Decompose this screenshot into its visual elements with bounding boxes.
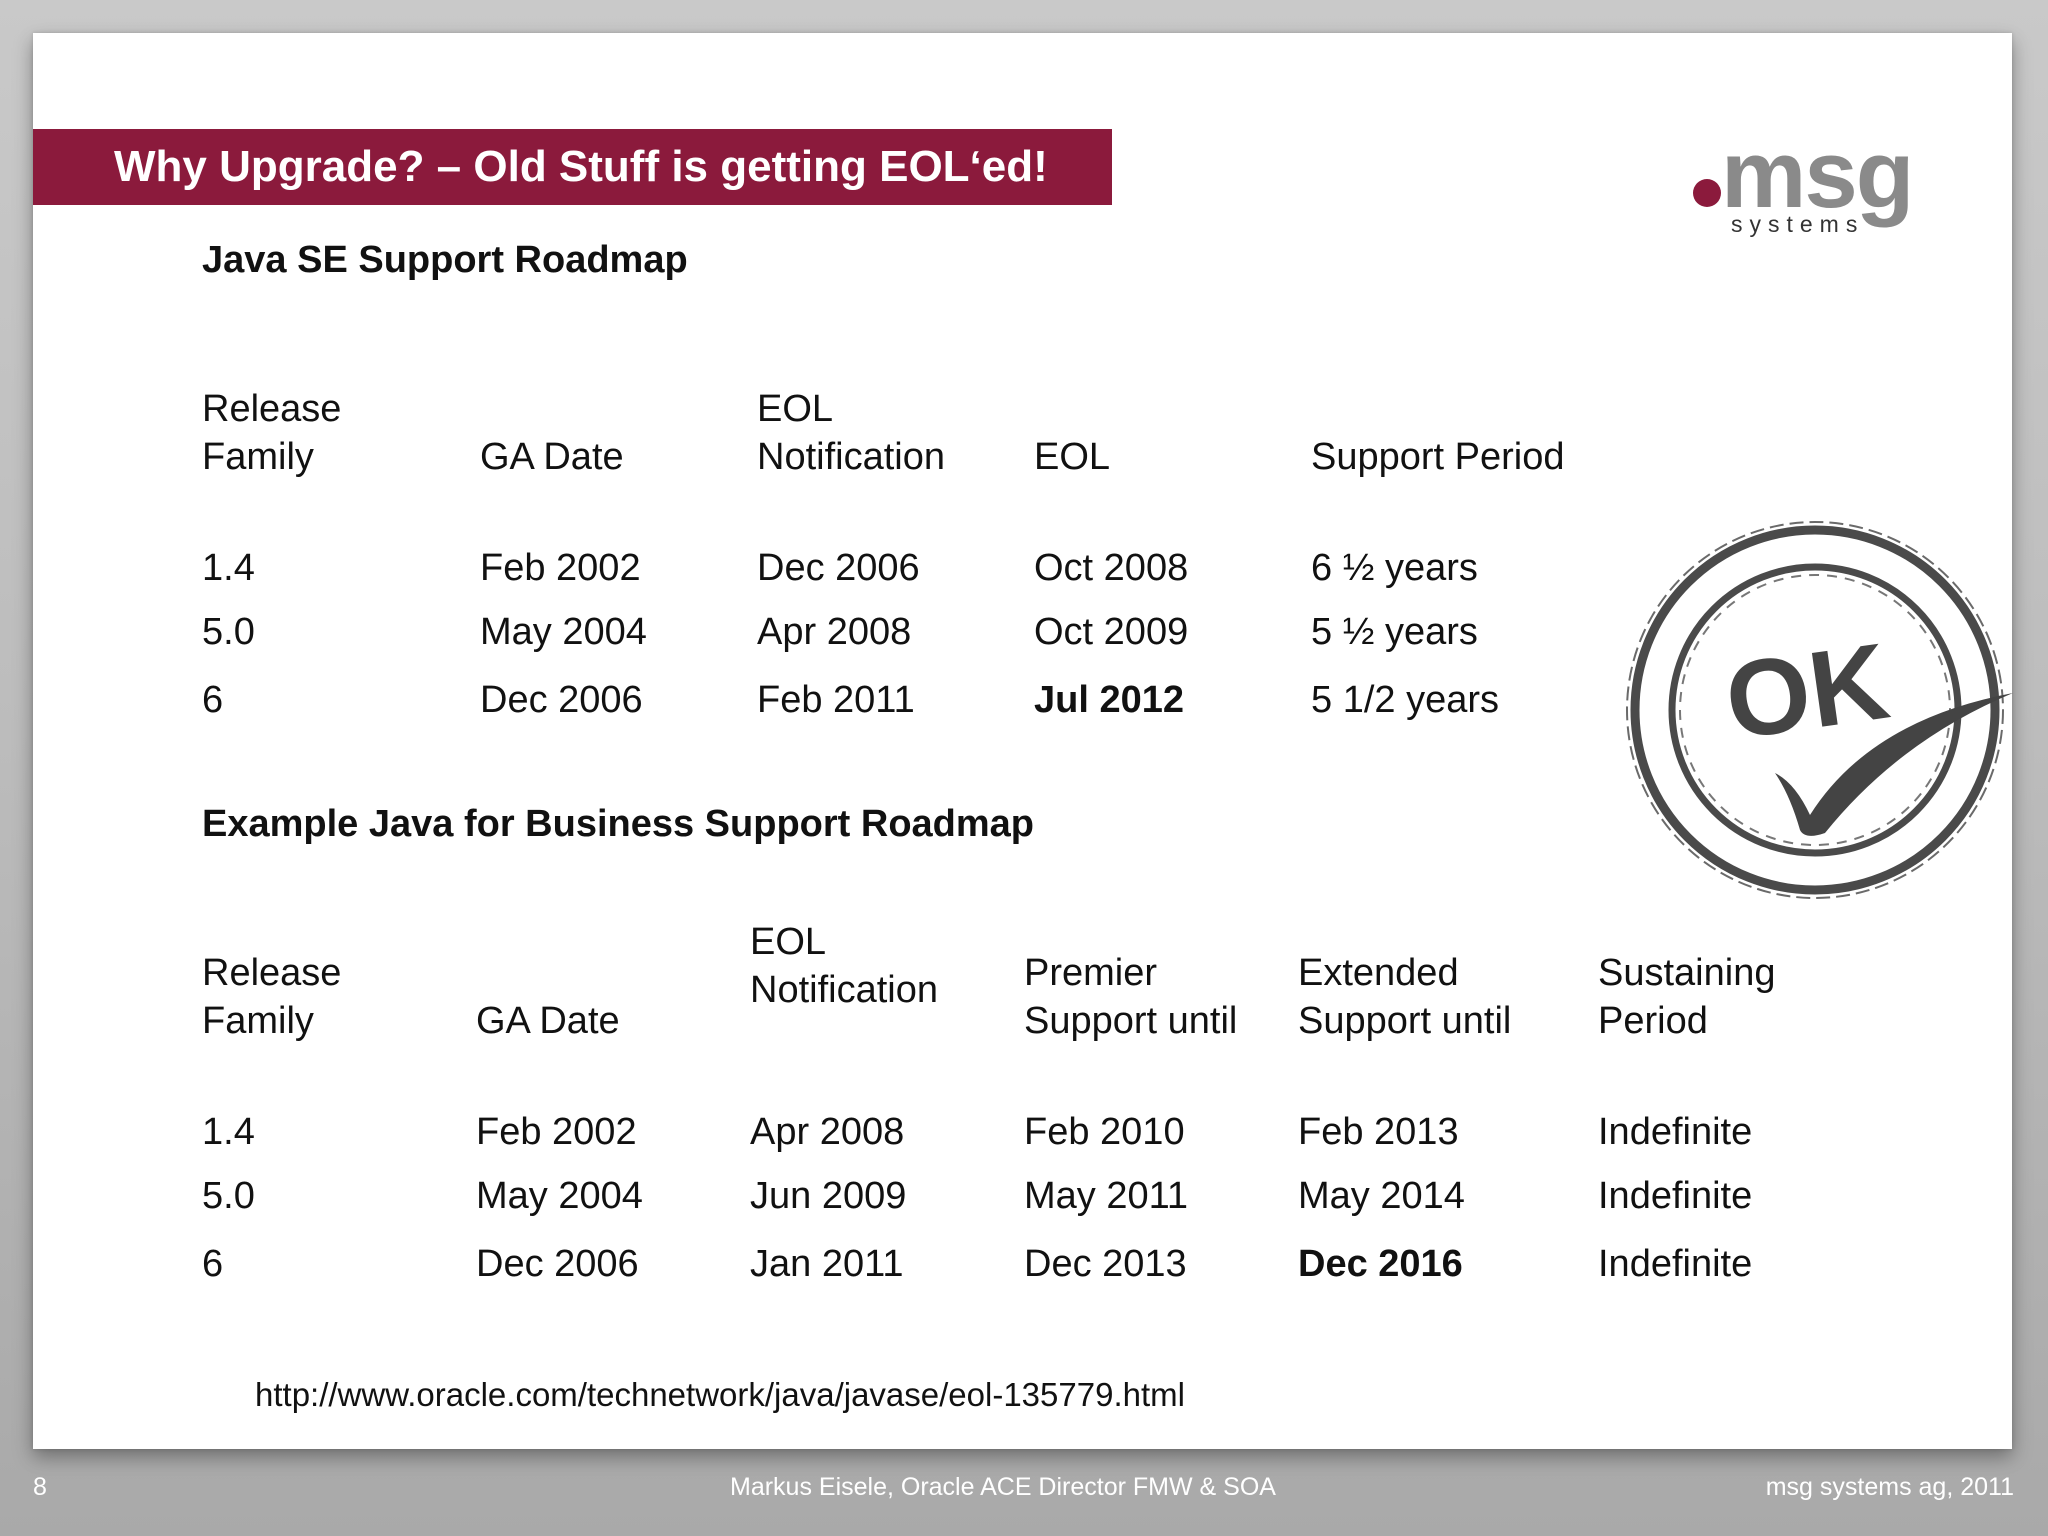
t2-cell: May 2004	[476, 1175, 643, 1217]
t2-cell: Apr 2008	[750, 1111, 905, 1153]
t2-cell: Indefinite	[1598, 1243, 1753, 1285]
t1-header-eol: EOL	[1034, 436, 1111, 478]
t2-cell: Feb 2002	[476, 1111, 637, 1153]
t1-header-eol-notification: EOL Notification	[757, 388, 945, 478]
source-link[interactable]: http://www.oracle.com/technetwork/java/j…	[255, 1376, 1185, 1413]
t2-cell: Jan 2011	[750, 1243, 904, 1285]
t2-header-release-family: Release Family	[202, 952, 342, 1042]
java-se-roadmap-title: Java SE Support Roadmap	[202, 239, 688, 281]
t2-header-eol-notification: EOL Notification	[750, 921, 938, 1011]
t2-header-premier-support: Premier Support until	[1024, 952, 1238, 1042]
t2-cell: Feb 2010	[1024, 1111, 1185, 1153]
java-for-business-roadmap-title: Example Java for Business Support Roadma…	[202, 803, 1035, 845]
t1-cell: Apr 2008	[757, 611, 912, 653]
t2-cell: Dec 2013	[1024, 1243, 1187, 1285]
t2-cell: Indefinite	[1598, 1175, 1753, 1217]
t1-cell: 5.0	[202, 611, 255, 653]
t1-cell: May 2004	[480, 611, 647, 653]
t1-cell-highlight: Jul 2012	[1034, 679, 1184, 721]
msg-systems-logo: msg systems	[1693, 131, 1914, 237]
t2-cell: 5.0	[202, 1175, 255, 1217]
t1-cell: 1.4	[202, 547, 255, 589]
footer-company: msg systems ag, 2011	[1765, 1473, 2014, 1501]
t2-header-ga-date: GA Date	[476, 1000, 620, 1042]
svg-text:msg: msg	[1721, 131, 1912, 228]
t1-cell: 6	[202, 679, 224, 721]
footer-author: Markus Eisele, Oracle ACE Director FMW &…	[730, 1473, 1276, 1501]
t2-cell: Feb 2013	[1298, 1111, 1459, 1153]
t2-cell: 1.4	[202, 1111, 255, 1153]
t1-cell: Oct 2009	[1034, 611, 1189, 653]
t1-cell: Oct 2008	[1034, 547, 1189, 589]
t1-header-release-family: Release Family	[202, 388, 342, 478]
t2-cell: 6	[202, 1243, 224, 1285]
t2-header-extended-support: Extended Support until	[1298, 952, 1512, 1042]
slide-title: Why Upgrade? – Old Stuff is getting EOL‘…	[33, 129, 1112, 205]
t1-header-ga-date: GA Date	[480, 436, 624, 478]
t1-header-support-period: Support Period	[1311, 436, 1565, 478]
t2-cell: May 2011	[1024, 1175, 1189, 1217]
t1-cell: 6 ½ years	[1311, 547, 1478, 589]
svg-text:OK: OK	[1718, 620, 1895, 762]
t1-cell: Dec 2006	[480, 679, 643, 721]
t1-cell: 5 1/2 years	[1311, 679, 1499, 721]
t2-header-sustaining-period: Sustaining Period	[1598, 952, 1776, 1042]
slide: Why Upgrade? – Old Stuff is getting EOL‘…	[33, 33, 2013, 1449]
t2-cell: May 2014	[1298, 1175, 1465, 1217]
t1-cell: 5 ½ years	[1311, 611, 1478, 653]
t1-cell: Feb 2011	[757, 679, 915, 721]
ok-checkmark-stamp-icon: OK	[1626, 521, 2013, 899]
t1-cell: Feb 2002	[480, 547, 641, 589]
t1-cell: Dec 2006	[757, 547, 920, 589]
svg-text:systems: systems	[1731, 211, 1864, 237]
t2-cell: Jun 2009	[750, 1175, 907, 1217]
t2-cell: Dec 2006	[476, 1243, 639, 1285]
page-number: 8	[33, 1473, 47, 1501]
t2-cell: Indefinite	[1598, 1111, 1753, 1153]
t2-cell-highlight: Dec 2016	[1298, 1243, 1463, 1285]
